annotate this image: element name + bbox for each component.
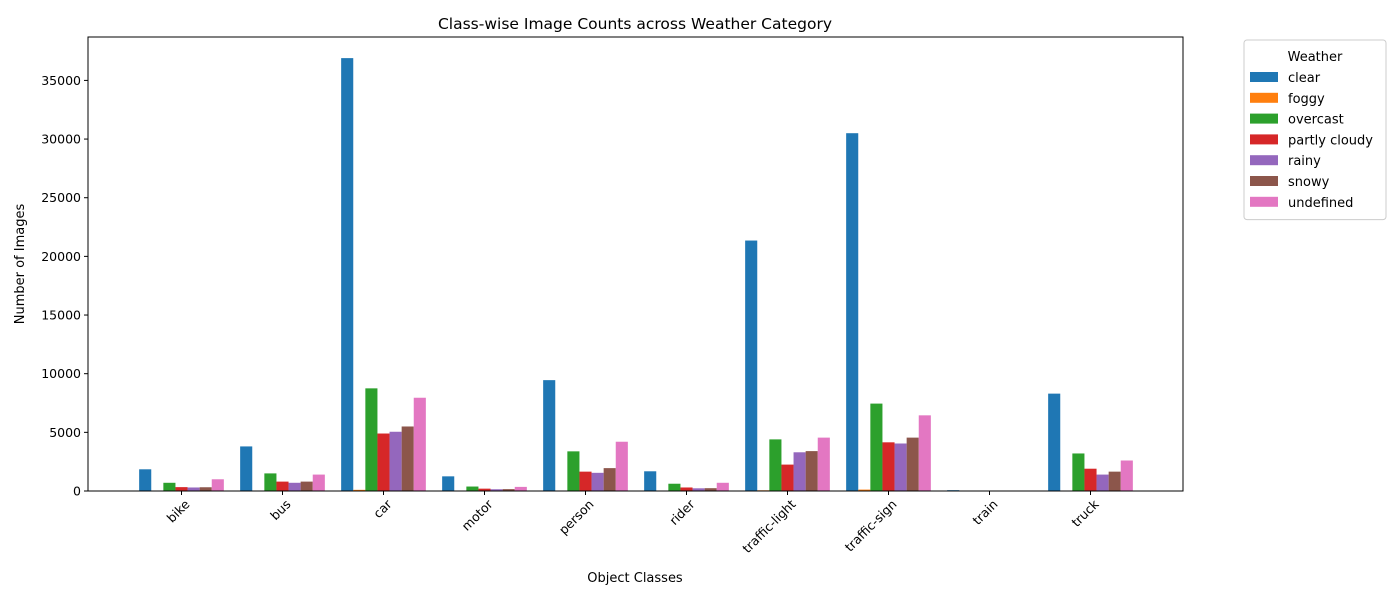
x-tick-label-traffic-light: traffic-light bbox=[739, 496, 798, 555]
legend-title: Weather bbox=[1288, 50, 1343, 65]
legend-label-foggy: foggy bbox=[1288, 92, 1325, 107]
bar-partly-cloudy-traffic-light bbox=[781, 464, 794, 491]
y-tick-label: 35000 bbox=[41, 73, 81, 88]
bar-clear-truck bbox=[1048, 393, 1061, 491]
bar-clear-car bbox=[341, 58, 354, 492]
bar-snowy-truck bbox=[1108, 471, 1121, 491]
bar-rainy-motor bbox=[490, 489, 503, 491]
bar-partly-cloudy-bus bbox=[276, 481, 289, 491]
legend: Weather clear foggy overcast partly cloudy ra… bbox=[1243, 39, 1387, 221]
bar-undefined-traffic-light bbox=[817, 437, 830, 491]
bar-partly-cloudy-motor bbox=[478, 488, 491, 491]
bar-undefined-truck bbox=[1120, 460, 1133, 491]
bar-overcast-bus bbox=[264, 473, 277, 491]
chart-title: Class-wise Image Counts across Weather C… bbox=[438, 15, 832, 33]
bar-snowy-traffic-light bbox=[805, 451, 818, 491]
bar-foggy-traffic-sign bbox=[858, 489, 871, 491]
y-tick-label: 0 bbox=[73, 484, 81, 499]
bar-partly-cloudy-rider bbox=[680, 487, 693, 491]
bar-undefined-traffic-sign bbox=[918, 415, 931, 491]
bar-partly-cloudy-person bbox=[579, 471, 592, 491]
bar-partly-cloudy-car bbox=[377, 433, 390, 491]
legend-swatch-rainy bbox=[1250, 155, 1278, 166]
bar-rainy-rider bbox=[692, 488, 705, 491]
bar-overcast-bike bbox=[163, 482, 176, 491]
bar-rainy-truck bbox=[1096, 474, 1109, 491]
bar-clear-motor bbox=[442, 476, 455, 491]
y-tick-label: 25000 bbox=[41, 190, 81, 205]
bar-partly-cloudy-truck bbox=[1084, 468, 1097, 491]
y-tick-label: 15000 bbox=[41, 308, 81, 323]
bar-snowy-bike bbox=[199, 487, 212, 491]
x-tick-label-car: car bbox=[370, 496, 395, 521]
x-tick-label-truck: truck bbox=[1068, 496, 1102, 530]
bar-clear-bike bbox=[139, 469, 152, 491]
x-tick-label-bike: bike bbox=[164, 496, 193, 525]
x-tick-label-traffic-sign: traffic-sign bbox=[842, 497, 900, 555]
bar-clear-person bbox=[543, 380, 556, 491]
bar-undefined-bus bbox=[312, 474, 325, 491]
bar-overcast-motor bbox=[466, 486, 479, 491]
bar-overcast-traffic-light bbox=[769, 439, 782, 491]
legend-swatch-foggy bbox=[1250, 92, 1278, 103]
y-tick-label: 10000 bbox=[41, 366, 81, 381]
bar-rainy-traffic-light bbox=[793, 452, 806, 491]
x-tick-label-motor: motor bbox=[458, 496, 496, 534]
bar-rainy-bike bbox=[187, 487, 200, 491]
plot-area: 0 5000 10000 15000 20000 25000 30000 35000 bike b… bbox=[41, 36, 1184, 556]
legend-label-clear: clear bbox=[1288, 71, 1321, 86]
bar-rainy-car bbox=[389, 431, 402, 491]
bar-overcast-rider bbox=[668, 483, 681, 491]
bar-clear-traffic-light bbox=[745, 240, 758, 491]
bar-undefined-person bbox=[615, 441, 628, 491]
bar-rainy-traffic-sign bbox=[894, 443, 907, 491]
y-tick-label: 5000 bbox=[49, 425, 81, 440]
legend-swatch-snowy bbox=[1250, 176, 1278, 186]
bar-overcast-truck bbox=[1072, 453, 1085, 491]
y-tick-label: 30000 bbox=[41, 132, 81, 147]
bar-snowy-traffic-sign bbox=[906, 437, 919, 491]
bar-foggy-car bbox=[353, 489, 366, 491]
bar-snowy-person bbox=[603, 468, 616, 491]
plot-frame bbox=[87, 36, 1184, 492]
bar-rainy-person bbox=[591, 472, 604, 491]
legend-label-rainy: rainy bbox=[1288, 154, 1321, 169]
legend-label-partly-cloudy: partly cloudy bbox=[1288, 133, 1373, 148]
legend-swatch-overcast bbox=[1250, 113, 1278, 124]
bar-partly-cloudy-traffic-sign bbox=[882, 442, 895, 491]
legend-swatch-clear bbox=[1250, 72, 1278, 82]
x-tick-label-bus: bus bbox=[267, 497, 293, 523]
x-tick-label-person: person bbox=[556, 497, 597, 538]
bar-overcast-person bbox=[567, 451, 580, 491]
legend-swatch-partly-cloudy bbox=[1250, 134, 1278, 145]
bar-snowy-rider bbox=[704, 488, 717, 491]
bar-snowy-motor bbox=[502, 489, 515, 491]
legend-swatch-undefined bbox=[1250, 196, 1278, 207]
bar-overcast-traffic-sign bbox=[870, 403, 883, 491]
bar-snowy-bus bbox=[300, 481, 313, 491]
bar-undefined-rider bbox=[716, 482, 729, 491]
bar-partly-cloudy-bike bbox=[175, 487, 188, 491]
bar-overcast-car bbox=[365, 388, 378, 491]
bar-clear-rider bbox=[644, 471, 657, 491]
x-tick-label-train: train bbox=[969, 497, 1000, 528]
legend-label-overcast: overcast bbox=[1288, 113, 1344, 128]
x-axis-title: Object Classes bbox=[587, 571, 683, 586]
bar-clear-traffic-sign bbox=[846, 133, 859, 491]
bar-undefined-motor bbox=[514, 486, 527, 491]
bar-undefined-bike bbox=[211, 479, 224, 491]
bar-rainy-bus bbox=[288, 482, 301, 491]
x-tick-label-rider: rider bbox=[666, 496, 698, 528]
legend-label-undefined: undefined bbox=[1288, 196, 1353, 211]
bar-clear-bus bbox=[240, 446, 253, 491]
bar-snowy-car bbox=[401, 426, 414, 491]
y-tick-label: 20000 bbox=[41, 249, 81, 264]
legend-label-snowy: snowy bbox=[1288, 175, 1330, 190]
bar-undefined-car bbox=[413, 397, 426, 491]
y-axis-title: Number of Images bbox=[13, 204, 28, 325]
legend-box bbox=[1243, 39, 1387, 221]
